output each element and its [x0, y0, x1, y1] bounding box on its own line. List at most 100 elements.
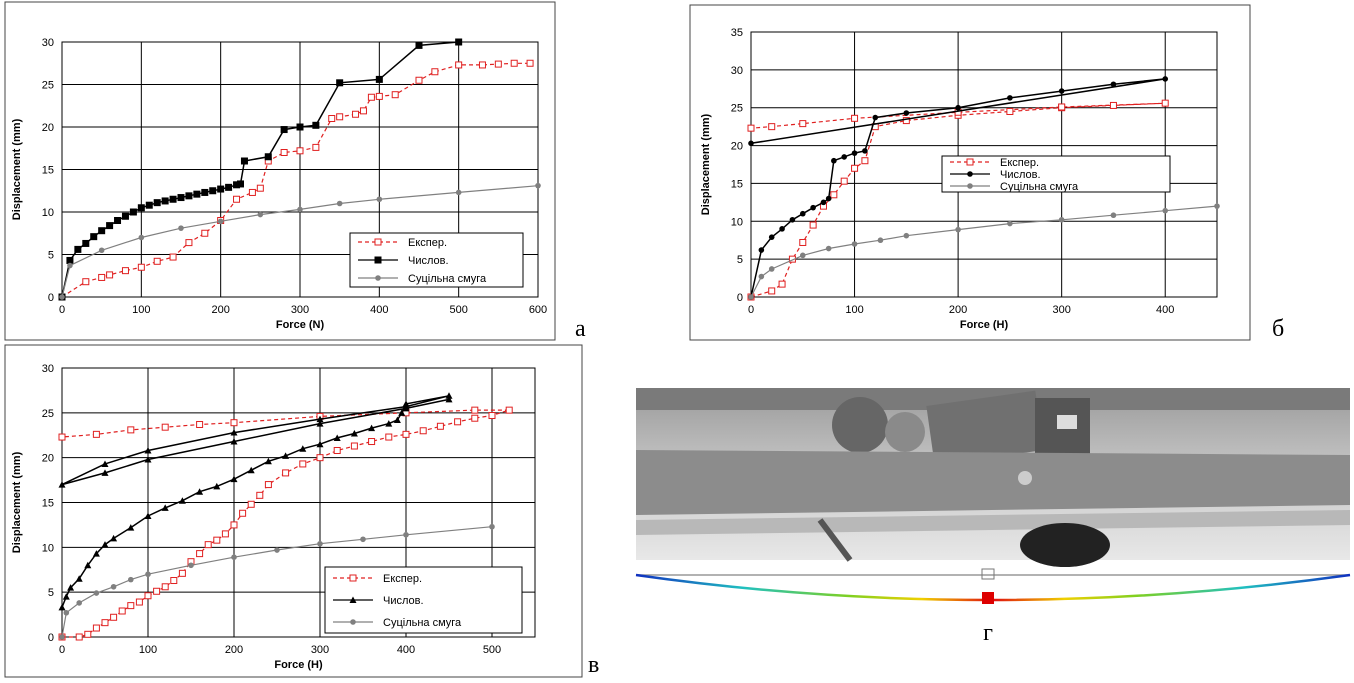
point — [841, 154, 847, 160]
point — [903, 232, 910, 239]
point — [350, 442, 358, 450]
point — [336, 113, 344, 121]
x-tick-label: 400 — [397, 644, 415, 656]
point — [902, 117, 910, 125]
x-tick-label: 400 — [370, 304, 388, 316]
point — [59, 634, 65, 640]
point — [830, 191, 838, 199]
point — [178, 569, 186, 577]
point — [316, 440, 324, 448]
point — [178, 225, 184, 231]
point — [118, 607, 126, 615]
point — [1058, 103, 1066, 111]
point — [177, 194, 185, 202]
point — [84, 561, 92, 569]
point — [274, 547, 280, 553]
point — [455, 38, 463, 46]
point — [98, 247, 105, 254]
legend-label: Суцільна смуга — [1000, 181, 1079, 193]
point — [415, 41, 423, 49]
point — [333, 434, 341, 441]
x-tick-label: 200 — [949, 304, 967, 316]
point — [231, 554, 237, 560]
point — [779, 226, 785, 232]
point — [1058, 216, 1065, 223]
point — [398, 409, 406, 416]
x-tick-label: 500 — [483, 644, 501, 656]
point — [101, 541, 109, 548]
point — [106, 222, 114, 230]
point — [127, 426, 135, 434]
point — [810, 204, 816, 211]
point — [778, 280, 786, 288]
point — [758, 247, 765, 253]
point — [368, 438, 376, 446]
y-tick-label: 30 — [42, 363, 54, 375]
point — [375, 75, 383, 83]
point — [153, 257, 161, 265]
legend-marker — [966, 158, 974, 166]
y-tick-label: 0 — [48, 292, 54, 304]
point — [336, 200, 343, 207]
point — [237, 180, 244, 188]
plot-border — [750, 31, 1218, 298]
point — [478, 61, 486, 69]
point — [391, 91, 399, 99]
point — [93, 590, 100, 596]
legend-label: Експер. — [383, 573, 422, 585]
point — [169, 195, 177, 203]
point — [831, 157, 837, 164]
point — [768, 234, 775, 240]
point — [213, 536, 221, 544]
point — [101, 460, 109, 467]
point — [297, 206, 303, 213]
point — [758, 273, 765, 280]
point — [455, 189, 462, 196]
point — [385, 433, 393, 441]
point — [825, 245, 832, 252]
legend-marker — [349, 574, 357, 582]
y-tick-label: 15 — [42, 498, 54, 510]
point — [240, 157, 248, 165]
point — [196, 550, 204, 558]
point — [193, 190, 201, 198]
point — [256, 491, 264, 499]
point — [748, 294, 754, 300]
point — [367, 93, 375, 101]
point — [851, 241, 858, 247]
point — [488, 412, 496, 420]
point — [359, 107, 367, 115]
y-tick-label: 10 — [42, 542, 54, 554]
legend-marker — [350, 619, 356, 625]
x-tick-label: 200 — [225, 644, 243, 656]
point — [196, 420, 204, 428]
y-tick-label: 0 — [48, 632, 54, 644]
point — [312, 121, 320, 129]
point — [264, 457, 272, 465]
point — [955, 226, 961, 233]
legend-marker — [967, 171, 973, 177]
point — [799, 120, 807, 128]
point — [256, 184, 264, 192]
legend: Експер. Числов. Суцільна смуга — [349, 232, 524, 288]
point — [402, 430, 410, 438]
x-tick-label: 400 — [1156, 304, 1174, 316]
point — [768, 123, 776, 131]
point — [445, 392, 453, 399]
series-line — [61, 185, 539, 298]
point — [535, 182, 541, 189]
point — [217, 185, 225, 193]
legend-marker — [967, 183, 973, 189]
point — [153, 199, 161, 207]
point — [101, 469, 109, 476]
point — [161, 423, 169, 431]
y-tick-label: 5 — [48, 250, 54, 262]
point — [1006, 108, 1014, 115]
point — [84, 630, 92, 638]
point — [90, 233, 98, 241]
point — [66, 256, 74, 264]
point — [257, 211, 264, 218]
point — [352, 110, 360, 118]
legend-label: Експер. — [1000, 157, 1039, 169]
